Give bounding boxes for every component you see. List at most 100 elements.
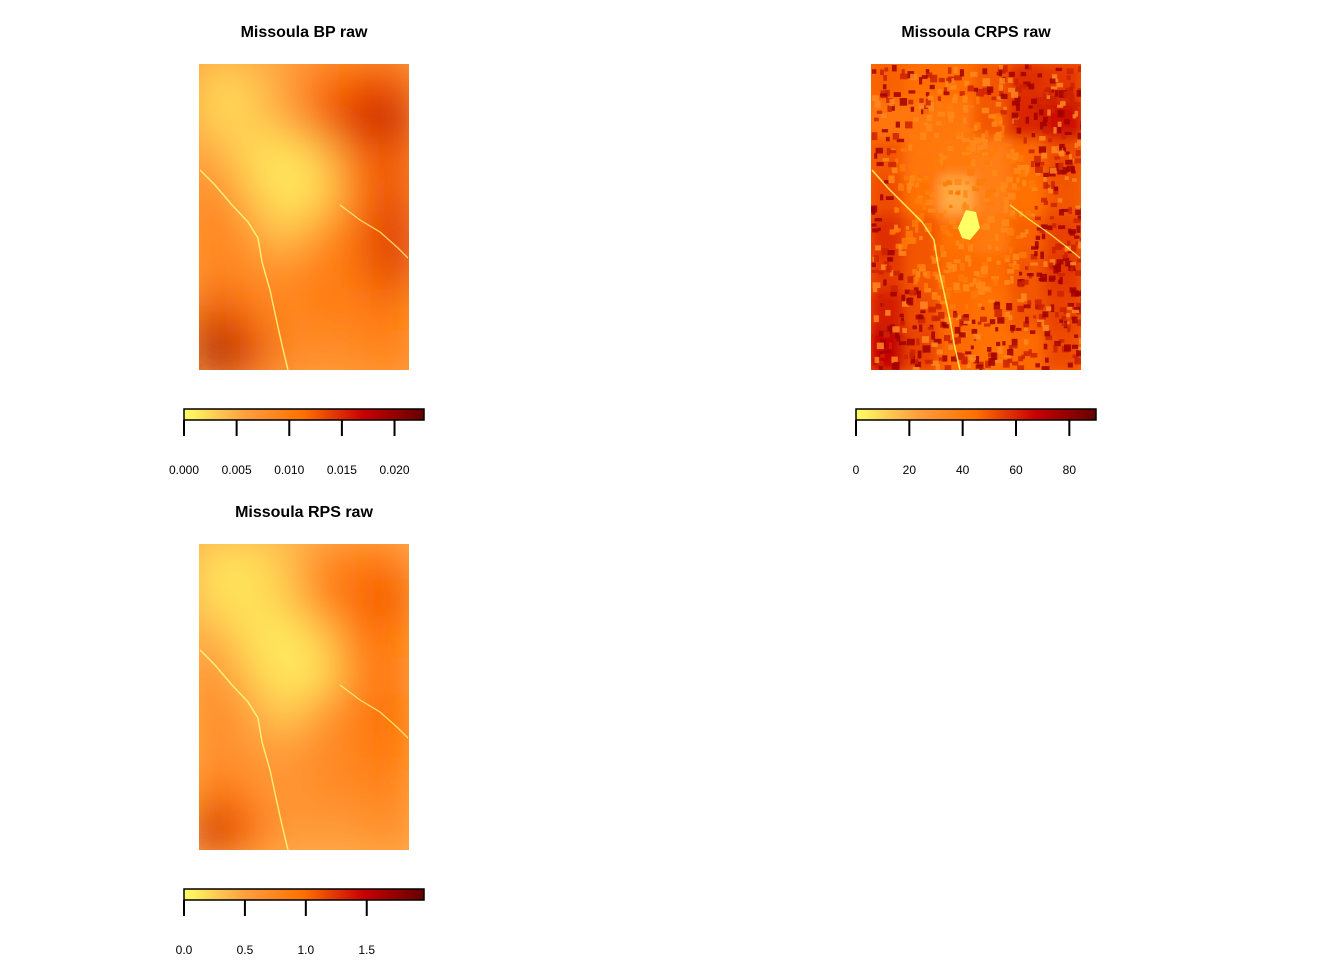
raster-cell (1009, 329, 1048, 370)
raster-cell (302, 733, 341, 776)
raster-speckle (931, 331, 935, 340)
raster-speckle (1053, 263, 1061, 269)
raster-speckle (1035, 363, 1040, 368)
raster-speckle (1061, 322, 1067, 327)
raster-speckle (893, 92, 901, 97)
raster-speckle (1000, 227, 1008, 233)
raster-speckle (1028, 83, 1035, 90)
raster-speckle (892, 65, 897, 72)
raster-speckle (987, 216, 995, 223)
raster-speckle (1030, 254, 1038, 260)
raster-speckle (1056, 82, 1064, 88)
raster-speckle (1057, 198, 1063, 203)
raster-cell (232, 656, 271, 700)
raster-speckle (973, 125, 978, 131)
raster-speckle (908, 144, 912, 151)
raster-speckle (871, 262, 876, 268)
raster-speckle (1063, 257, 1070, 261)
raster-speckle (1049, 262, 1054, 270)
raster-speckle (919, 236, 923, 240)
raster-speckle (944, 335, 951, 341)
raster-speckle (906, 183, 912, 190)
raster-speckle (990, 188, 997, 193)
raster-speckle (1054, 186, 1058, 191)
raster-speckle (963, 190, 968, 198)
raster-speckle (1025, 266, 1029, 271)
raster-speckle (986, 86, 994, 93)
raster-cell (372, 809, 409, 850)
raster-speckle (1055, 163, 1059, 171)
raster-speckle (975, 364, 984, 369)
raster-speckle (1000, 110, 1007, 115)
raster-speckle (1042, 325, 1049, 332)
panel-title-rps: Missoula RPS raw (235, 504, 373, 521)
panel-title-bp: Missoula BP raw (241, 24, 368, 41)
raster-speckle (1035, 162, 1040, 167)
raster-speckle (892, 133, 900, 140)
raster-speckle (970, 71, 978, 77)
raster-speckle (998, 70, 1003, 77)
raster-speckle (1015, 85, 1022, 93)
raster-cell (302, 618, 341, 661)
raster-speckle (980, 224, 985, 230)
raster-speckle (1039, 229, 1046, 234)
raster-speckle (931, 360, 939, 366)
raster-speckle (997, 359, 1003, 363)
colorbar-tick-label: 0.020 (380, 463, 410, 477)
raster-speckle (917, 263, 926, 269)
raster-speckle (1059, 143, 1065, 148)
raster-speckle (1043, 200, 1048, 205)
raster-speckle (1010, 276, 1014, 284)
raster-speckle (1080, 121, 1081, 128)
raster-speckle (1058, 209, 1064, 216)
raster-speckle (871, 207, 876, 215)
raster-cell (199, 176, 236, 220)
raster-speckle (1019, 271, 1023, 276)
raster-speckle (909, 133, 914, 138)
raster-speckle (925, 92, 930, 97)
raster-cell (267, 580, 306, 623)
raster-speckle (1048, 170, 1056, 177)
raster-speckle (883, 75, 887, 81)
raster-cell (904, 64, 943, 105)
raster-speckle (1041, 197, 1048, 203)
raster-speckle (1057, 290, 1065, 297)
raster-speckle (1038, 314, 1046, 320)
raster-speckle (1043, 182, 1048, 189)
raster-speckle (1070, 82, 1075, 89)
raster-speckle (1048, 138, 1052, 143)
raster-speckle (1024, 64, 1029, 69)
raster-speckle (893, 361, 900, 370)
raster-cell (267, 64, 306, 105)
raster-speckle (896, 138, 905, 143)
raster-speckle (981, 107, 990, 114)
raster-speckle (907, 276, 916, 283)
raster-speckle (882, 84, 887, 90)
raster-cell (232, 253, 271, 296)
raster-speckle (880, 194, 884, 201)
raster-speckle (936, 349, 943, 355)
raster-cell (302, 176, 341, 220)
raster-speckle (959, 69, 965, 77)
raster-speckle (949, 84, 957, 90)
raster-speckle (913, 276, 918, 285)
raster-speckle (883, 261, 889, 267)
raster-speckle (1038, 146, 1047, 154)
raster-speckle (1077, 215, 1081, 221)
raster-speckle (954, 337, 958, 345)
raster-speckle (900, 245, 908, 250)
raster-speckle (976, 278, 982, 283)
raster-speckle (949, 147, 958, 154)
raster-speckle (977, 287, 985, 295)
raster-speckle (895, 121, 900, 128)
raster-speckle (981, 133, 985, 141)
raster-speckle (1053, 266, 1059, 274)
raster-speckle (1037, 73, 1042, 78)
raster-speckle (982, 262, 989, 268)
raster-speckle (924, 222, 932, 231)
raster-speckle (1061, 131, 1067, 140)
raster-speckle (981, 369, 990, 370)
raster-cell (337, 215, 376, 258)
raster-speckle (1050, 202, 1058, 208)
raster-speckle (890, 292, 897, 297)
